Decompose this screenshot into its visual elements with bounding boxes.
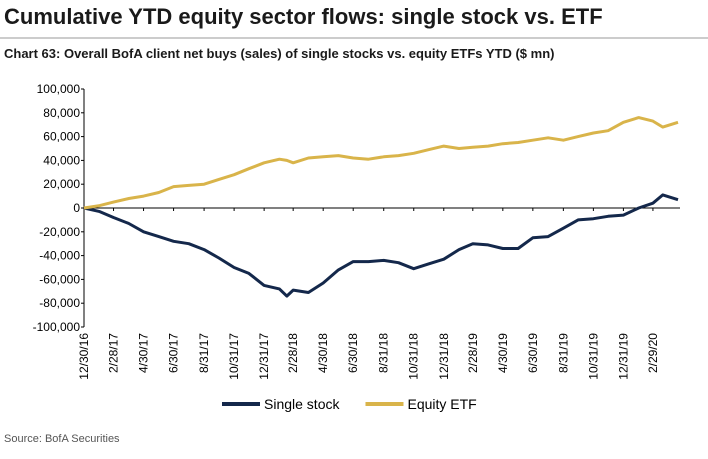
x-tick-label: 12/31/18 bbox=[437, 333, 451, 380]
chart-title: Cumulative YTD equity sector flows: sing… bbox=[4, 4, 603, 29]
y-tick-label: -80,000 bbox=[39, 296, 80, 310]
x-tick-label: 10/31/17 bbox=[227, 333, 241, 380]
y-tick-label: 40,000 bbox=[43, 153, 80, 167]
x-tick-label: 4/30/17 bbox=[137, 333, 151, 373]
y-tick-label: -100,000 bbox=[33, 320, 81, 334]
x-tick-label: 12/30/16 bbox=[77, 333, 91, 380]
series-line bbox=[83, 116, 679, 210]
y-tick-label: 0 bbox=[73, 201, 80, 215]
x-tick-label: 10/31/18 bbox=[407, 333, 421, 380]
y-tick-label: 20,000 bbox=[43, 177, 80, 191]
x-tick-label: 12/31/17 bbox=[257, 333, 271, 380]
y-tick-label: 60,000 bbox=[43, 130, 80, 144]
x-tick-label: 2/28/17 bbox=[107, 333, 121, 373]
y-tick-label: 80,000 bbox=[43, 106, 80, 120]
x-tick-label: 2/28/18 bbox=[286, 333, 300, 373]
x-tick-label: 4/30/18 bbox=[316, 333, 330, 373]
x-tick-label: 6/30/17 bbox=[167, 333, 181, 373]
series-line bbox=[83, 193, 679, 298]
chart-subtitle: Chart 63: Overall BofA client net buys (… bbox=[4, 46, 554, 61]
x-tick-label: 4/30/19 bbox=[496, 333, 510, 373]
y-tick-label: -60,000 bbox=[39, 272, 80, 286]
x-tick-label: 10/31/19 bbox=[586, 333, 600, 380]
legend-label: Single stock bbox=[264, 396, 340, 412]
x-tick-label: 2/28/19 bbox=[466, 333, 480, 373]
x-tick-label: 8/31/18 bbox=[377, 333, 391, 373]
x-tick-label: 6/30/18 bbox=[346, 333, 360, 373]
x-tick-label: 6/30/19 bbox=[526, 333, 540, 373]
y-tick-label: -40,000 bbox=[39, 249, 80, 263]
x-tick-label: 8/31/19 bbox=[556, 333, 570, 373]
source: Source: BofA Securities bbox=[4, 433, 120, 445]
x-tick-label: 8/31/17 bbox=[197, 333, 211, 373]
x-tick-label: 12/31/19 bbox=[616, 333, 630, 380]
x-tick-label: 2/29/20 bbox=[646, 333, 660, 373]
y-tick-label: 100,000 bbox=[37, 82, 81, 96]
y-tick-label: -20,000 bbox=[39, 225, 80, 239]
legend-label: Equity ETF bbox=[407, 396, 476, 412]
